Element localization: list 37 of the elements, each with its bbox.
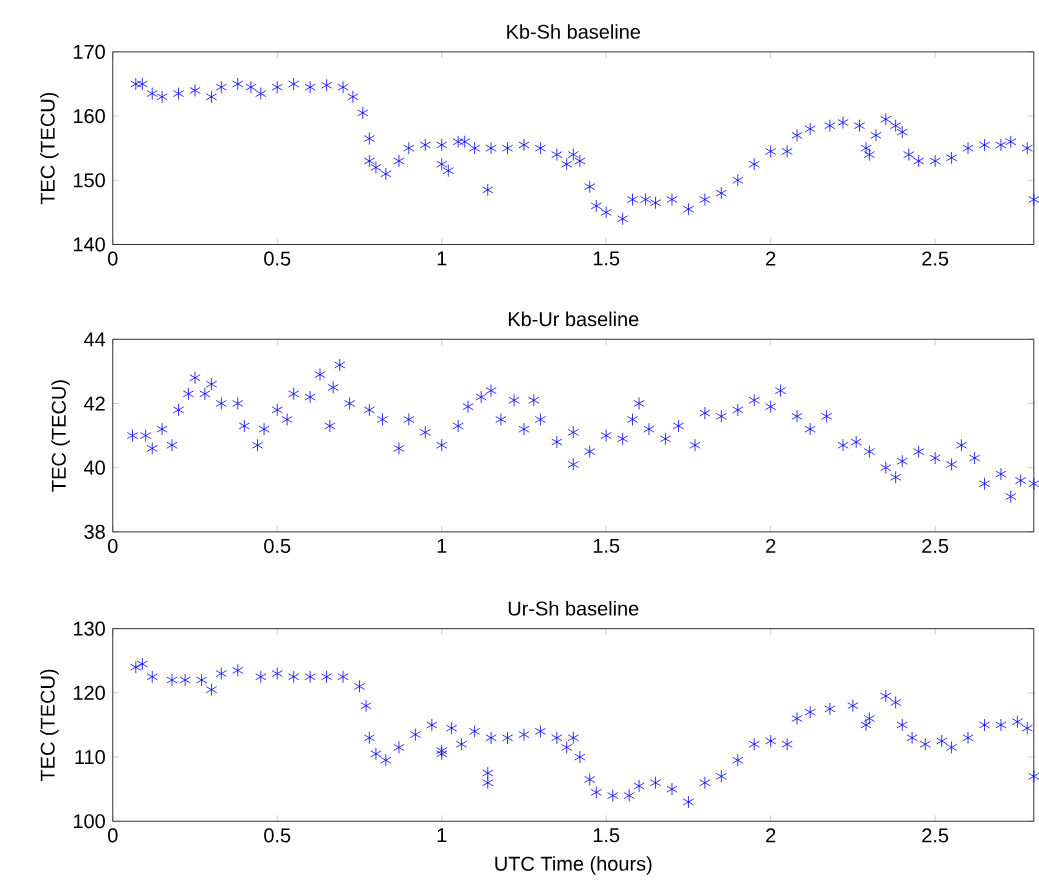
- x-tick-label: 0: [108, 828, 118, 843]
- x-tick-label: 0: [108, 251, 118, 266]
- y-tick-label: 38: [84, 524, 105, 539]
- x-tick-label: 2.5: [922, 828, 949, 843]
- x-tick-label: 1.5: [593, 538, 620, 553]
- x-tick-label: 0.5: [264, 828, 291, 843]
- x-tick-label: 0: [108, 538, 118, 553]
- x-tick-label: 2: [766, 538, 776, 553]
- x-tick-label: 1: [437, 828, 447, 842]
- x-tick-label: 1.5: [593, 828, 620, 843]
- y-tick-label: 40: [83, 460, 105, 475]
- y-tick-label: 120: [73, 685, 105, 700]
- chart-title: Ur-Sh baseline: [508, 600, 639, 616]
- y-tick-label: 170: [73, 44, 105, 59]
- x-tick-label: 1: [437, 538, 447, 553]
- y-axis-title: TEC (TECU): [40, 669, 59, 782]
- x-axis-title: UTC Time (hours): [495, 856, 652, 875]
- y-tick-label: 130: [73, 621, 105, 636]
- y-tick-label: 140: [73, 237, 105, 252]
- y-axis-title: TEC (TECU): [51, 380, 70, 492]
- chart-title: Kb-Ur baseline: [508, 311, 639, 327]
- x-tick-label: 0.5: [264, 538, 291, 553]
- y-tick-label: 110: [75, 749, 105, 765]
- x-tick-label: 2.5: [922, 538, 949, 553]
- x-tick-label: 2: [766, 828, 776, 843]
- y-tick-label: 160: [73, 108, 105, 124]
- y-tick-label: 150: [73, 173, 105, 188]
- y-tick-label: 44: [83, 332, 106, 347]
- x-tick-label: 2: [766, 251, 776, 266]
- x-tick-label: 0.5: [264, 251, 291, 266]
- y-axis-title: TEC (TECU): [40, 92, 59, 205]
- chart-title: Kb-Sh baseline: [507, 24, 641, 39]
- x-tick-label: 2.5: [922, 251, 949, 266]
- y-tick-label: 42: [83, 396, 105, 411]
- x-tick-label: 1: [437, 251, 447, 266]
- x-tick-label: 1.5: [593, 251, 620, 266]
- y-tick-label: 100: [73, 814, 105, 829]
